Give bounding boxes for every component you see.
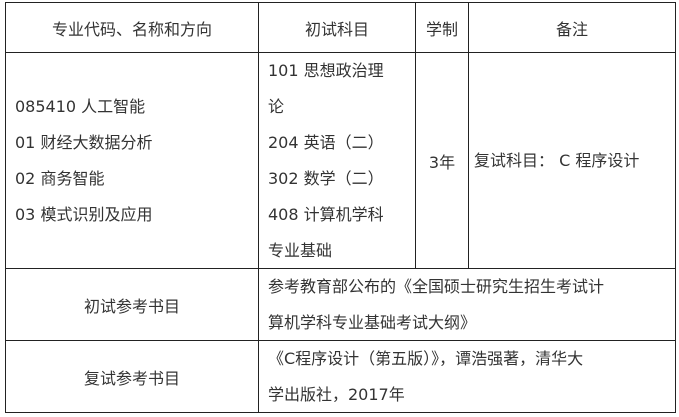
subject-line: 302 数学（二） [268,168,384,188]
retest-books-label-cell: 复试参考书目 [5,340,259,413]
subjects-cell: 101 思想政治理 论 204 英语（二） 302 数学（二） 408 计算机学… [258,52,416,269]
major-item: 085410 人工智能 [15,96,146,116]
retest-books-cell: 《C程序设计（第五版）》，谭浩强著，清华大 学出版社，2017年 [258,340,676,413]
initial-books-label: 初试参考书目 [83,296,180,316]
duration-value: 3年 [428,152,456,172]
duration-cell: 3年 [415,52,469,269]
remark-cell: 复试科目： C 程序设计 [468,52,676,269]
initial-books-line: 算机学科专业基础考试大纲》 [268,312,477,332]
major-item: 02 商务智能 [15,168,105,188]
remark-text: 复试科目： C 程序设计 [474,150,640,170]
major-item: 01 财经大数据分析 [15,132,153,152]
subject-line: 204 英语（二） [268,132,384,152]
subject-line: 论 [268,96,285,116]
subject-line: 专业基础 [268,240,333,260]
header-remark: 备注 [468,2,676,53]
retest-books-line: 学出版社，2017年 [268,384,405,404]
major-item: 03 模式识别及应用 [15,204,153,224]
initial-books-line: 参考教育部公布的《全国硕士研究生招生考试计 [268,276,605,296]
initial-books-cell: 参考教育部公布的《全国硕士研究生招生考试计 算机学科专业基础考试大纲》 [258,268,676,341]
header-duration: 学制 [415,2,469,53]
subject-line: 101 思想政治理 [268,60,384,80]
retest-books-label: 复试参考书目 [83,368,180,388]
header-text: 专业代码、名称和方向 [51,19,212,39]
subject-line: 408 计算机学科 [268,204,384,224]
header-text: 备注 [555,19,588,39]
header-major: 专业代码、名称和方向 [5,2,259,53]
header-subjects: 初试科目 [258,2,416,53]
majors-cell: 085410 人工智能 01 财经大数据分析 02 商务智能 03 模式识别及应… [5,52,259,269]
retest-books-line: 《C程序设计（第五版）》，谭浩强著，清华大 [268,348,584,368]
initial-books-label-cell: 初试参考书目 [5,268,259,341]
header-text: 学制 [425,19,458,39]
header-text: 初试科目 [304,19,369,39]
